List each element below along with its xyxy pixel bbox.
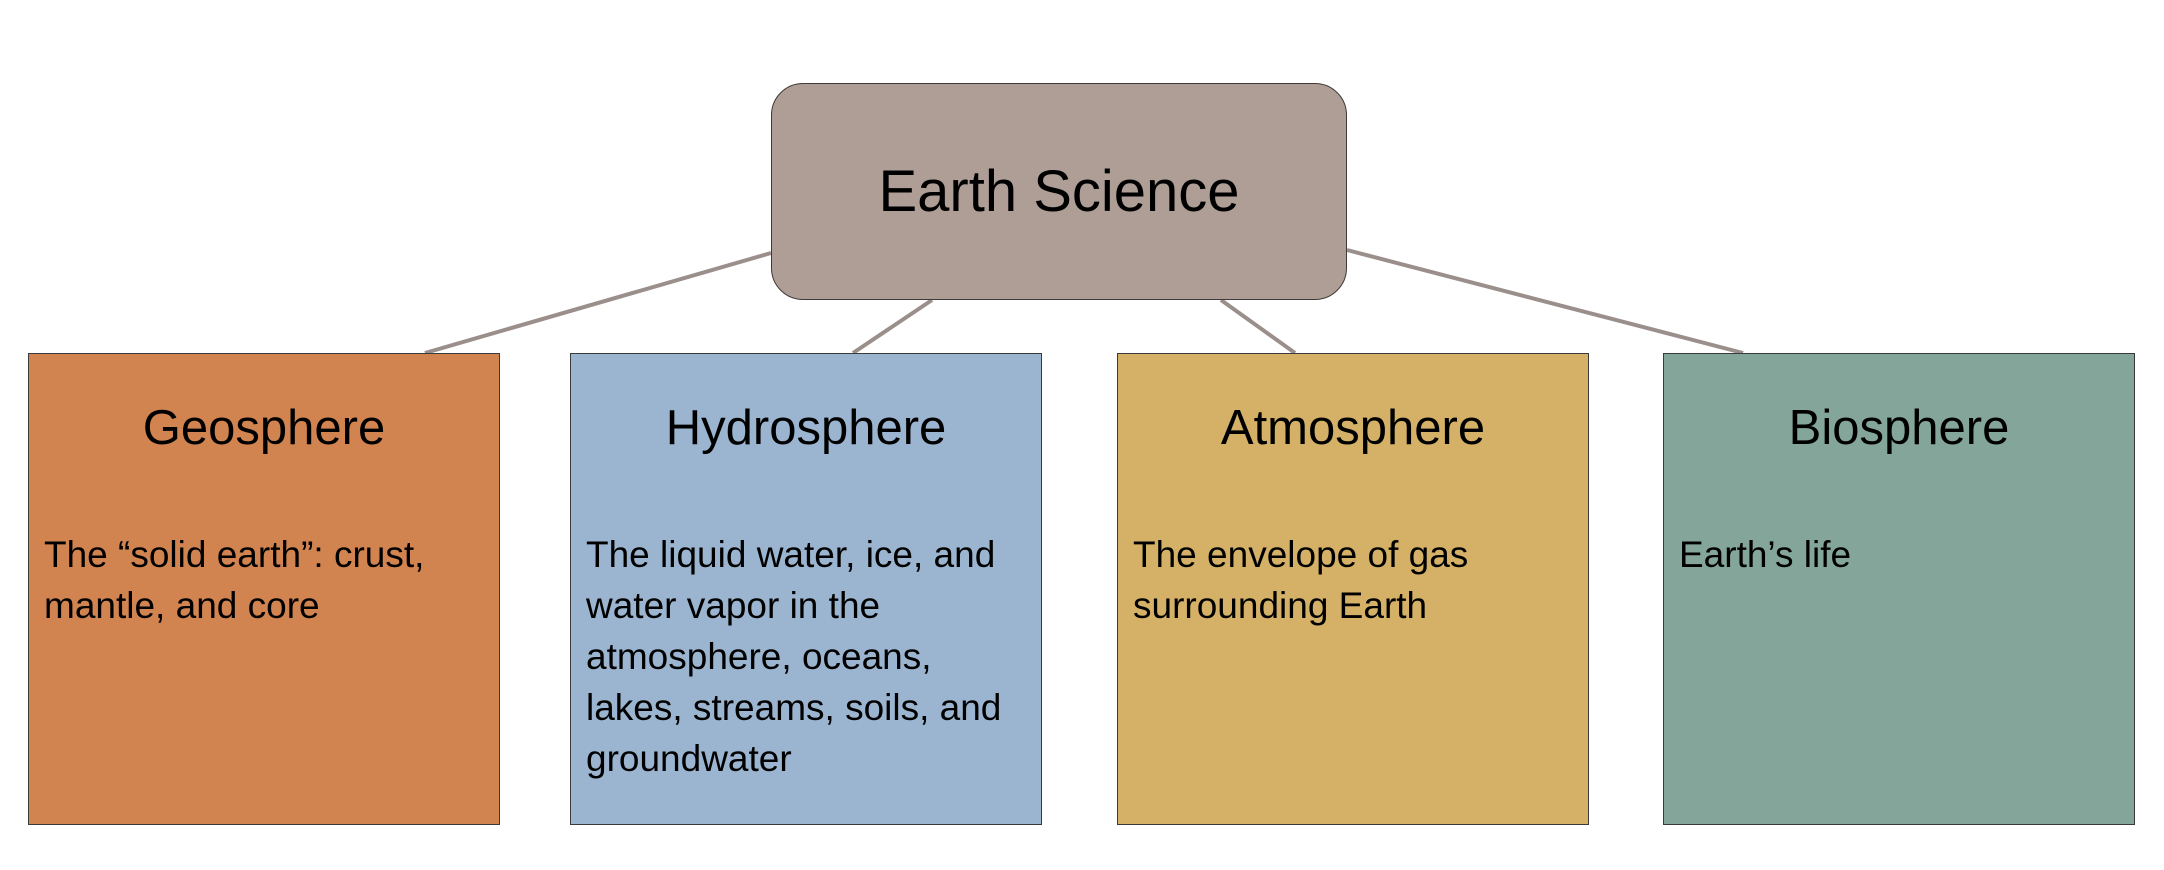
hydrosphere-title: Hydrosphere <box>665 401 947 455</box>
connector-atmosphere <box>1219 298 1297 355</box>
biosphere-title: Biosphere <box>1788 401 2010 455</box>
atmosphere-title: Atmosphere <box>1220 401 1486 455</box>
atmosphere-description: The envelope of gas surrounding Earth <box>1133 534 1469 626</box>
hydrosphere-description: The liquid water, ice, and water vapor i… <box>586 534 1002 779</box>
geosphere-description: The “solid earth”: crust, mantle, and co… <box>44 534 425 626</box>
connector-hydrosphere <box>851 298 934 355</box>
connector-biosphere <box>1346 248 1744 355</box>
connector-geosphere <box>424 251 772 355</box>
biosphere-box: Biosphere Earth’s life <box>1663 353 2135 825</box>
earth-science-title: Earth Science <box>878 158 1240 224</box>
hydrosphere-box: Hydrosphere The liquid water, ice, and w… <box>570 353 1042 825</box>
geosphere-box: Geosphere The “solid earth”: crust, mant… <box>28 353 500 825</box>
geosphere-title: Geosphere <box>142 401 386 455</box>
earth-science-node: Earth Science <box>771 83 1347 300</box>
biosphere-description: Earth’s life <box>1679 534 1852 575</box>
atmosphere-box: Atmosphere The envelope of gas surroundi… <box>1117 353 1589 825</box>
